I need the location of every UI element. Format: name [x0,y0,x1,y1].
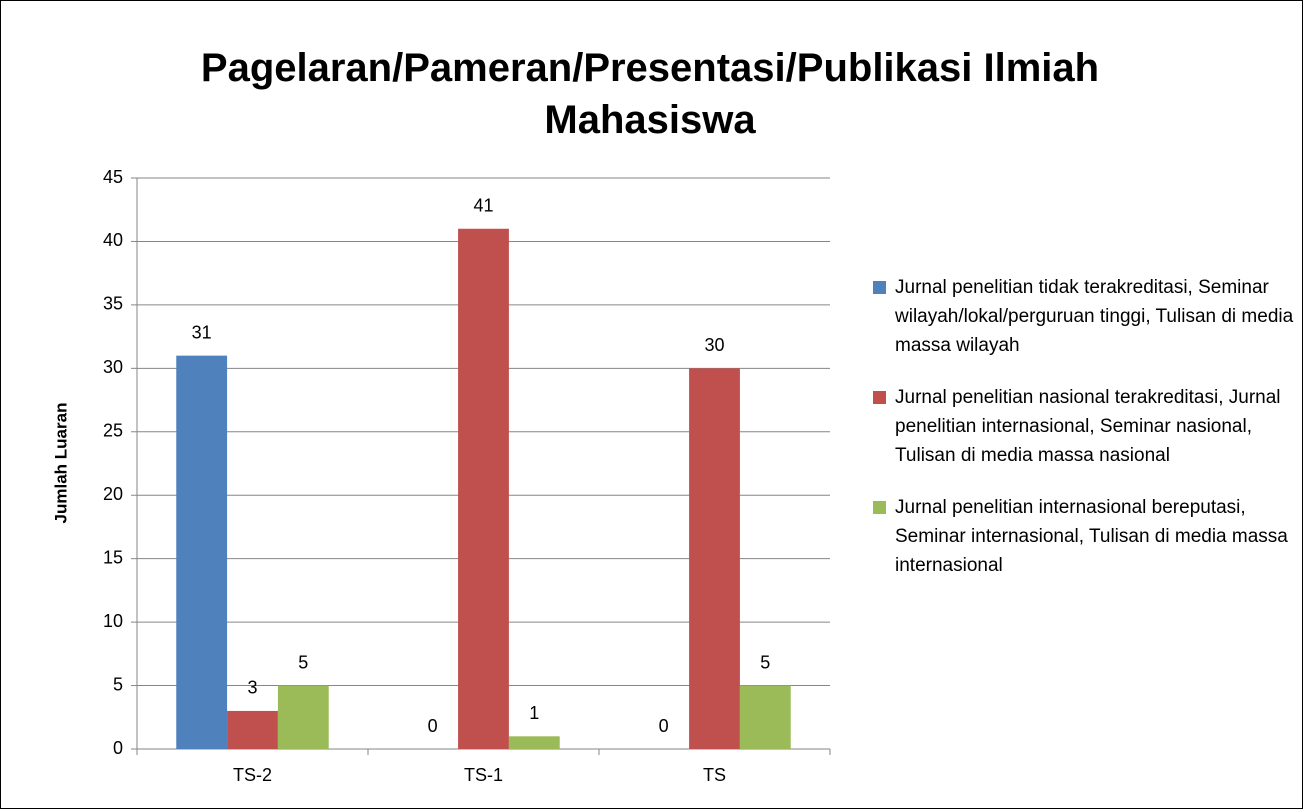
data-label: 1 [529,703,539,723]
data-label: 31 [192,322,212,342]
y-tick-label: 15 [103,547,123,567]
bar [458,228,509,749]
chart-title: Pagelaran/Pameran/Presentasi/Publikasi I… [200,46,1100,142]
legend-swatch [873,501,886,514]
y-tick-label: 0 [113,738,123,758]
legend-item: Jurnal penelitian nasional terakreditasi… [873,383,1298,470]
y-tick-label: 20 [103,484,123,504]
legend-item: Jurnal penelitian internasional bereputa… [873,493,1298,580]
data-label: 0 [659,716,669,736]
y-tick-label: 35 [103,294,123,314]
legend-label: Jurnal penelitian tidak terakreditasi, S… [895,277,1294,356]
legend-item: Jurnal penelitian tidak terakreditasi, S… [873,273,1298,360]
y-tick-label: 10 [103,611,123,631]
x-tick-label: TS [703,765,726,785]
y-tick-label: 5 [113,674,123,694]
bar [739,685,791,749]
data-label: 0 [428,716,438,736]
legend-swatch [873,391,886,404]
bar [176,355,228,749]
legend-label: Jurnal penelitian internasional bereputa… [895,497,1288,576]
data-label: 41 [473,196,493,216]
legend-swatch [873,281,886,294]
legend: Jurnal penelitian tidak terakreditasi, S… [873,273,1298,603]
y-tick-label: 25 [103,421,123,441]
x-tick-label: TS-2 [233,765,272,785]
y-tick-label: 45 [103,167,123,187]
x-tick-label: TS-1 [464,765,503,785]
y-axis-title: Jumlah Luaran [51,403,70,524]
legend-label: Jurnal penelitian nasional terakreditasi… [895,387,1281,466]
bar [227,710,278,749]
data-label: 3 [247,678,257,698]
data-label: 5 [298,652,308,672]
data-label: 5 [760,652,770,672]
bar [689,368,740,749]
y-tick-label: 40 [103,230,123,250]
bar [277,685,329,749]
y-tick-label: 30 [103,357,123,377]
data-label: 30 [704,335,724,355]
bar [508,736,560,749]
